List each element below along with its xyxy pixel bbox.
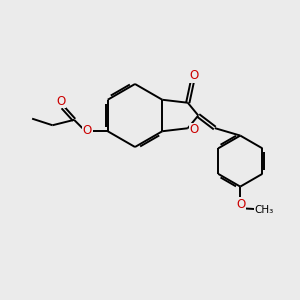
Text: O: O — [82, 124, 91, 137]
Text: O: O — [236, 198, 245, 211]
Text: O: O — [57, 95, 66, 108]
Text: O: O — [190, 123, 199, 136]
Text: O: O — [189, 69, 198, 82]
Text: CH₃: CH₃ — [255, 205, 274, 215]
